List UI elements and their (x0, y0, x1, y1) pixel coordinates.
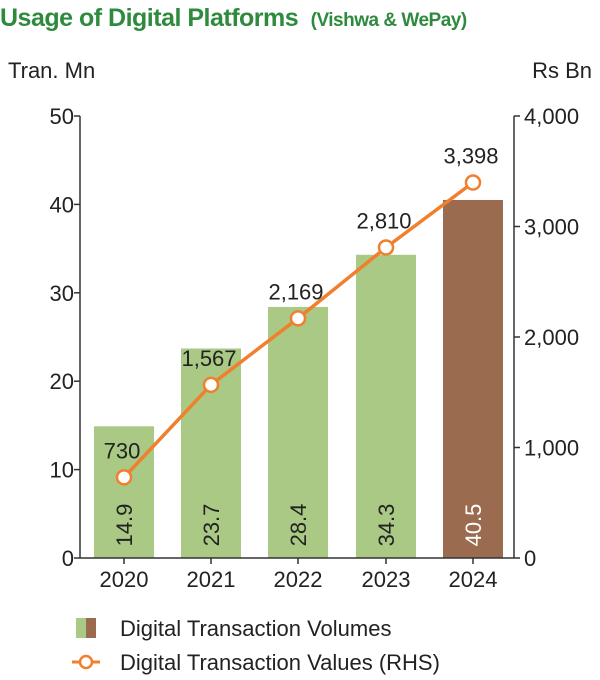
legend: Digital Transaction Volumes Digital Tran… (72, 616, 440, 675)
right-tick-label: 2,000 (524, 325, 579, 350)
bar-value-label: 23.7 (199, 504, 224, 547)
left-tick-label: 10 (50, 458, 74, 483)
line-value-label: 2,169 (268, 279, 323, 304)
bar-value-label: 28.4 (286, 504, 311, 547)
right-axis-ticks: 0 1,000 2,000 3,000 4,000 (514, 104, 579, 571)
bar-2024 (443, 199, 503, 559)
line-value-label: 1,567 (181, 346, 236, 371)
legend-marker-swatch (78, 654, 94, 670)
legend-swatch-green (76, 618, 86, 638)
x-tick-label: 2022 (274, 567, 323, 592)
left-axis-label: Tran. Mn (8, 58, 95, 83)
right-tick-label: 3,000 (524, 215, 579, 240)
left-tick-label: 0 (62, 546, 74, 571)
x-tick-label: 2024 (449, 567, 498, 592)
x-tick-label: 2021 (187, 567, 236, 592)
line-series: 730 1,567 2,169 2,810 3,398 (104, 144, 499, 486)
left-tick-label: 50 (50, 104, 74, 129)
chart-title-sub: (Vishwa & WePay) (311, 10, 467, 31)
line-point (289, 310, 307, 327)
right-tick-label: 4,000 (524, 104, 579, 129)
legend-label-values: Digital Transaction Values (RHS) (120, 650, 440, 675)
left-tick-label: 40 (50, 192, 74, 217)
right-axis-label: Rs Bn (532, 58, 592, 83)
bar-value-label: 34.3 (374, 504, 399, 547)
left-tick-label: 20 (50, 369, 74, 394)
line-point (115, 469, 133, 486)
x-axis-ticks: 2020 2021 2022 2023 2024 (100, 558, 498, 592)
chart-title-main: Usage of Digital Platforms (0, 4, 298, 32)
left-tick-label: 30 (50, 281, 74, 306)
line-value-label: 730 (104, 438, 141, 463)
bar-series: 14.9 23.7 28.4 34.3 40.5 (94, 199, 503, 559)
bar-2023 (356, 254, 416, 558)
x-tick-label: 2020 (100, 567, 149, 592)
right-tick-label: 1,000 (524, 436, 579, 461)
chart-title: Usage of Digital Platforms (Vishwa & WeP… (0, 4, 467, 32)
left-axis-ticks: 0 10 20 30 40 50 (50, 104, 80, 571)
right-tick-label: 0 (524, 546, 536, 571)
bar-value-label: 40.5 (461, 504, 486, 547)
line-point (202, 376, 220, 394)
line-point (377, 239, 395, 256)
bar-value-label: 14.9 (112, 504, 137, 547)
line-value-label: 3,398 (443, 144, 498, 169)
line-value-label: 2,810 (356, 208, 411, 233)
legend-label-volumes: Digital Transaction Volumes (120, 616, 391, 641)
bar-2020 (94, 426, 154, 558)
line-point (464, 174, 482, 191)
bar-2022 (268, 306, 328, 558)
legend-swatch-brown (86, 618, 96, 638)
x-tick-label: 2023 (362, 567, 411, 592)
legend-item-volumes: Digital Transaction Volumes (76, 616, 391, 641)
legend-item-values: Digital Transaction Values (RHS) (72, 650, 440, 675)
